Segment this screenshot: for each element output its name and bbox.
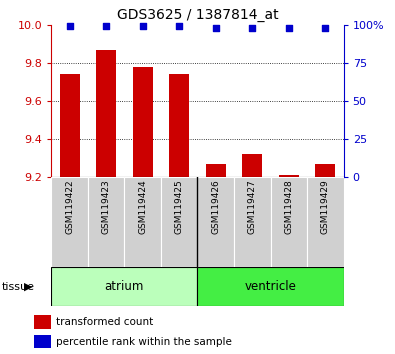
Bar — [51, 267, 198, 306]
Text: ▶: ▶ — [24, 282, 32, 292]
Bar — [34, 335, 51, 348]
Bar — [161, 177, 198, 267]
Title: GDS3625 / 1387814_at: GDS3625 / 1387814_at — [117, 8, 278, 22]
Text: GSM119427: GSM119427 — [248, 180, 257, 234]
Point — [249, 25, 256, 31]
Bar — [124, 177, 161, 267]
Text: GSM119426: GSM119426 — [211, 180, 220, 234]
Bar — [133, 67, 153, 177]
Text: GSM119428: GSM119428 — [284, 180, 293, 234]
Bar — [198, 177, 234, 267]
Bar — [242, 154, 262, 177]
Bar — [279, 175, 299, 177]
Point — [176, 23, 182, 29]
Point — [66, 23, 73, 29]
Bar — [307, 177, 344, 267]
Point — [213, 25, 219, 31]
Bar — [88, 177, 124, 267]
Point — [139, 23, 146, 29]
Bar — [34, 315, 51, 329]
Bar — [60, 74, 80, 177]
Text: tissue: tissue — [2, 282, 35, 292]
Text: transformed count: transformed count — [56, 317, 153, 327]
Point — [286, 25, 292, 31]
Text: atrium: atrium — [105, 280, 144, 293]
Text: GSM119422: GSM119422 — [65, 180, 74, 234]
Bar — [169, 74, 189, 177]
Text: GSM119424: GSM119424 — [138, 180, 147, 234]
Bar — [206, 164, 226, 177]
Text: GSM119425: GSM119425 — [175, 180, 184, 234]
Bar — [271, 177, 307, 267]
Text: ventricle: ventricle — [245, 280, 297, 293]
Bar — [234, 177, 271, 267]
Text: percentile rank within the sample: percentile rank within the sample — [56, 337, 232, 347]
Bar — [315, 164, 335, 177]
Text: GSM119429: GSM119429 — [321, 180, 330, 234]
Point — [322, 25, 329, 31]
Bar — [51, 177, 88, 267]
Text: GSM119423: GSM119423 — [102, 180, 111, 234]
Bar — [96, 50, 116, 177]
Point — [103, 23, 109, 29]
Bar — [198, 267, 344, 306]
